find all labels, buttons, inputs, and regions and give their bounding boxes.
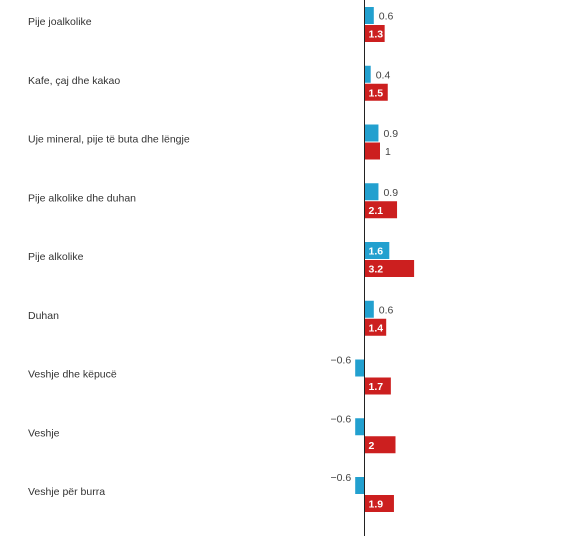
bar (364, 183, 379, 201)
bar-value-label: −0.6 (330, 413, 351, 425)
category-label: Veshje dhe këpucë (28, 369, 117, 381)
category-row: Pije alkolike dhe duhan 0.9 2.1 (28, 183, 398, 219)
bar-value-label: 1.4 (369, 322, 384, 334)
category-label: Pije alkolike (28, 251, 84, 263)
bar-value-label: 1.5 (369, 87, 384, 99)
bar-value-label: −0.6 (330, 355, 351, 367)
category-label: Uje mineral, pije të buta dhe lëngje (28, 134, 190, 146)
category-label: Pije joalkolike (28, 16, 92, 28)
category-label: Veshje për burra (28, 486, 105, 498)
bar-value-label: −0.6 (330, 472, 351, 484)
bar (364, 7, 374, 24)
bar-value-label: 3.2 (369, 264, 384, 276)
bar-value-label: 1.7 (369, 381, 384, 393)
bar (364, 142, 380, 160)
bar-value-label: 1.3 (369, 29, 384, 41)
bar (364, 25, 385, 42)
bar (355, 359, 365, 377)
bar-value-label: 2.1 (369, 205, 384, 217)
category-label: Duhan (28, 310, 59, 322)
bar-value-label: 1.9 (369, 499, 384, 511)
category-row: Veshje për burra −0.6 1.9 (28, 472, 394, 512)
category-row: Veshje dhe këpucë −0.6 1.7 (28, 355, 391, 395)
bar (364, 65, 371, 83)
category-row: Uje mineral, pije të buta dhe lëngje 0.9 1 (28, 124, 398, 160)
bar (364, 242, 390, 259)
category-row: Pije joalkolike 0.6 1.3 (28, 7, 394, 42)
bar-value-label: 1 (385, 146, 391, 158)
bar-value-label: 0.6 (379, 304, 394, 316)
category-row: Duhan 0.6 1.4 (28, 300, 394, 336)
bar (364, 377, 391, 395)
bar (364, 260, 415, 277)
category-label: Pije alkolike dhe duhan (28, 192, 136, 204)
bar-value-label: 2 (369, 440, 375, 452)
bar-value-label: 1.6 (369, 246, 384, 258)
bar (355, 418, 365, 436)
bar-value-label: 0.9 (383, 187, 398, 199)
category-row: Veshje −0.6 2 (28, 413, 396, 454)
bar (364, 201, 398, 219)
category-row: Kafe, çaj dhe kakao 0.4 1.5 (28, 65, 391, 101)
bar (364, 318, 387, 336)
category-label: Kafe, çaj dhe kakao (28, 75, 120, 87)
bar (364, 83, 388, 101)
bar-value-label: 0.9 (383, 128, 398, 140)
bar (364, 300, 374, 318)
bar-value-label: 0.4 (376, 69, 391, 81)
category-row: Pije alkolike 1.6 3.2 (28, 242, 415, 277)
bar-value-label: 0.6 (379, 11, 394, 23)
chart-rows: Pije joalkolike 0.6 1.3 Kafe, çaj dhe kakao… (28, 7, 415, 512)
bar (355, 477, 365, 494)
bar (364, 124, 379, 142)
bar (364, 495, 394, 512)
category-label: Veshje (28, 427, 60, 439)
bar (364, 436, 396, 454)
